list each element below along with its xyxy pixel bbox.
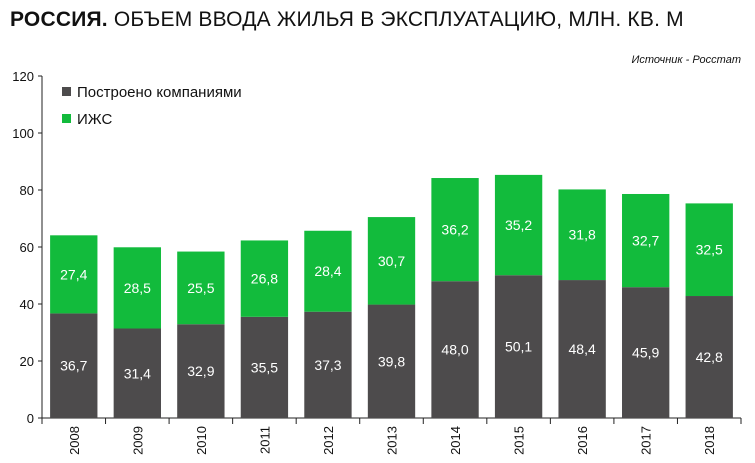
y-tick-label: 60 xyxy=(20,240,34,255)
bar-segment xyxy=(304,311,352,418)
data-label: 32,9 xyxy=(187,363,214,379)
y-tick-label: 0 xyxy=(27,411,34,426)
bar-segment xyxy=(367,304,416,418)
bar-segment xyxy=(240,240,289,317)
data-label: 28,4 xyxy=(314,263,341,279)
bar-segment xyxy=(685,296,733,418)
data-label: 32,5 xyxy=(696,242,723,258)
x-tick-label: 2009 xyxy=(130,426,145,455)
data-label: 50,1 xyxy=(505,339,532,355)
x-tick-label: 2017 xyxy=(639,426,654,455)
bar-segment xyxy=(240,316,289,418)
data-label: 30,7 xyxy=(378,253,405,269)
data-label: 26,8 xyxy=(251,271,278,287)
bar-segment xyxy=(622,287,670,418)
bar-segment xyxy=(50,235,98,314)
data-label: 39,8 xyxy=(378,353,405,369)
legend-swatch xyxy=(62,114,71,123)
data-label: 48,4 xyxy=(569,341,596,357)
data-label: 31,8 xyxy=(569,227,596,243)
x-tick-label: 2015 xyxy=(512,426,527,455)
bar-segment xyxy=(50,313,98,418)
y-tick-label: 120 xyxy=(12,69,34,84)
bar-segment xyxy=(558,189,606,281)
data-label: 28,5 xyxy=(124,280,151,296)
bar-segment xyxy=(558,280,606,418)
x-tick-label: 2016 xyxy=(575,426,590,455)
data-label: 48,0 xyxy=(441,342,468,358)
data-label: 27,4 xyxy=(60,266,87,282)
data-label: 35,5 xyxy=(251,359,278,375)
x-tick-label: 2013 xyxy=(385,426,400,455)
chart-title-rest: ОБЪЕМ ВВОДА ЖИЛЬЯ В ЭКСПЛУАТАЦИЮ, МЛН. К… xyxy=(107,8,684,31)
data-label: 32,7 xyxy=(632,233,659,249)
data-label: 36,2 xyxy=(441,222,468,238)
legend-label: Построено компаниями xyxy=(77,84,242,101)
x-tick-label: 2011 xyxy=(257,426,272,454)
bar-segment xyxy=(622,193,670,288)
y-tick-label: 80 xyxy=(20,183,34,198)
x-tick-label: 2008 xyxy=(67,426,82,455)
bar-segment xyxy=(367,217,416,305)
data-label: 45,9 xyxy=(632,345,659,361)
bar-segment xyxy=(177,251,225,325)
bar-segment xyxy=(685,203,733,297)
bar-segment xyxy=(113,247,161,329)
y-tick-label: 100 xyxy=(12,126,34,141)
bar-segment xyxy=(431,281,479,418)
bar-segment xyxy=(431,178,479,282)
data-label: 35,2 xyxy=(505,217,532,233)
data-label: 25,5 xyxy=(187,280,214,296)
chart-title-bold: РОССИЯ. xyxy=(10,8,108,31)
legend-swatch xyxy=(62,87,71,96)
bar-segment xyxy=(494,275,543,418)
data-label: 36,7 xyxy=(60,358,87,374)
x-tick-label: 2010 xyxy=(194,426,209,455)
legend-label: ИЖС xyxy=(77,111,112,128)
bar-segment xyxy=(304,230,352,312)
data-label: 31,4 xyxy=(124,365,151,381)
bar-segment xyxy=(177,324,225,418)
data-label: 42,8 xyxy=(696,349,723,365)
data-label: 37,3 xyxy=(314,357,341,373)
bar-segment xyxy=(113,328,161,418)
y-tick-label: 40 xyxy=(20,297,34,312)
x-tick-label: 2014 xyxy=(448,426,463,455)
chart-title: РОССИЯ. ОБЪЕМ ВВОДА ЖИЛЬЯ В ЭКСПЛУАТАЦИЮ… xyxy=(10,8,684,32)
x-tick-label: 2018 xyxy=(702,426,717,455)
source-note: Источник - Росстат xyxy=(631,54,741,66)
y-tick-label: 20 xyxy=(20,354,34,369)
x-tick-label: 2012 xyxy=(321,426,336,455)
bar-segment xyxy=(494,174,543,276)
